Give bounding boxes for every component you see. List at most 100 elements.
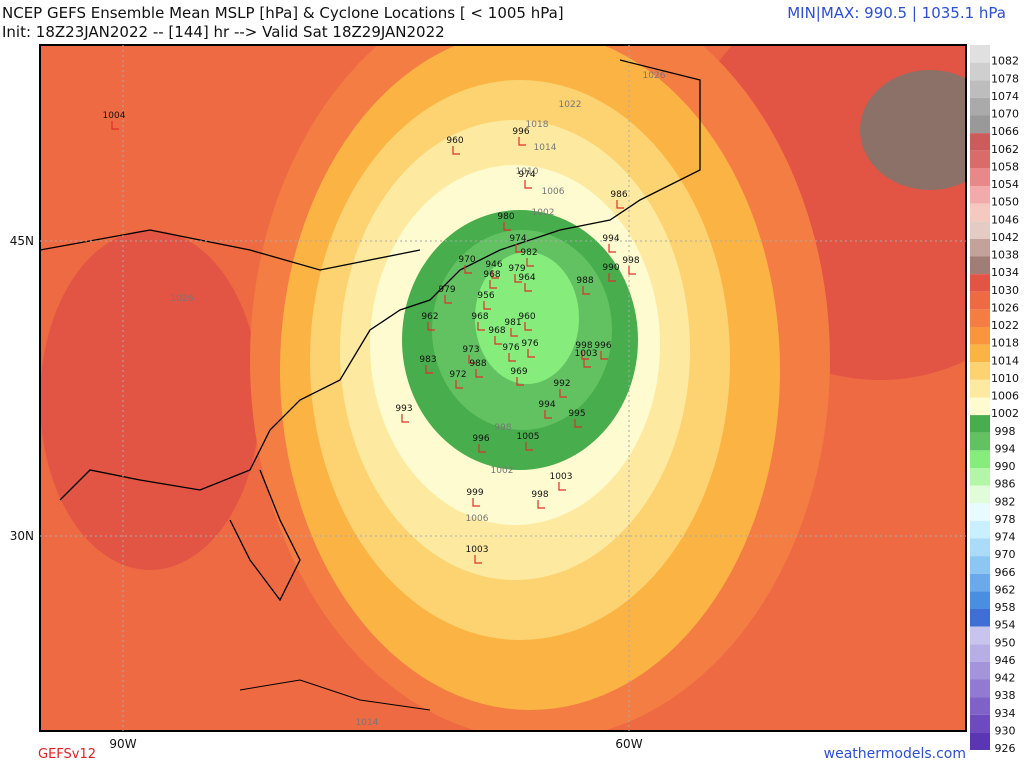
cyclone-value: 998 bbox=[575, 341, 592, 351]
site: weathermodels.com bbox=[824, 746, 966, 762]
title: NCEP GEFS Ensemble Mean MSLP [hPa] & Cyc… bbox=[2, 4, 564, 22]
colorbar-cell bbox=[970, 450, 990, 468]
cyclone-marker bbox=[489, 280, 497, 289]
cyclone-marker bbox=[525, 442, 533, 451]
cyclone-marker bbox=[427, 322, 435, 331]
colorbar-cell bbox=[970, 97, 990, 116]
colorbar-cell bbox=[970, 661, 990, 680]
cyclone-marker bbox=[468, 355, 476, 364]
colorbar-cell bbox=[970, 468, 990, 486]
cyclone-marker bbox=[537, 500, 545, 509]
cyclone-value: 996 bbox=[512, 127, 529, 137]
colorbar-label: 934 bbox=[995, 707, 1016, 720]
colorbar-cell bbox=[970, 274, 990, 292]
cyclone-value: 983 bbox=[419, 355, 436, 365]
colorbar-label: 1074 bbox=[991, 90, 1019, 103]
colorbar-cell bbox=[970, 485, 990, 504]
colorbar-label: 930 bbox=[995, 724, 1016, 737]
colorbar-cell bbox=[970, 150, 990, 169]
colorbar-cell bbox=[970, 626, 990, 645]
colorbar-cell bbox=[970, 432, 990, 451]
minmax: MIN|MAX: 990.5 | 1035.1 hPa bbox=[787, 4, 1006, 22]
colorbar-cell bbox=[970, 714, 990, 733]
colorbar-cell bbox=[970, 679, 990, 698]
contour-label: 1026 bbox=[643, 71, 666, 81]
cyclone-marker bbox=[582, 286, 590, 295]
cyclone-value: 979 bbox=[438, 285, 455, 295]
colorbar-label: 954 bbox=[995, 619, 1016, 632]
colorbar-cell bbox=[970, 573, 990, 592]
colorbar-label: 946 bbox=[995, 654, 1016, 667]
cyclone-marker bbox=[514, 274, 522, 283]
colorbar-label: 938 bbox=[995, 689, 1016, 702]
cyclone-marker bbox=[477, 322, 485, 331]
cyclone-value: 988 bbox=[469, 359, 486, 369]
cyclone-marker bbox=[503, 222, 511, 231]
colorbar-label: 986 bbox=[995, 478, 1016, 491]
colorbar-label: 998 bbox=[995, 425, 1016, 438]
colorbar-label: 950 bbox=[995, 636, 1016, 649]
cyclone-marker bbox=[515, 244, 523, 253]
cyclone-marker bbox=[526, 258, 534, 267]
cyclone-value: 1003 bbox=[550, 472, 573, 482]
cyclone-value: 968 bbox=[488, 326, 505, 336]
colorbar-label: 1054 bbox=[991, 178, 1019, 191]
cyclone-value: 996 bbox=[594, 341, 611, 351]
cyclone-value: 973 bbox=[462, 345, 479, 355]
cyclone-marker bbox=[558, 482, 566, 491]
colorbar-cell bbox=[970, 415, 990, 433]
cyclone-value: 960 bbox=[446, 136, 463, 146]
colorbar-label: 966 bbox=[995, 566, 1016, 579]
colorbar-cell bbox=[970, 168, 990, 186]
colorbar-label: 978 bbox=[995, 513, 1016, 526]
colorbar-label: 1022 bbox=[991, 319, 1019, 332]
contour-label: 1026 bbox=[171, 294, 194, 304]
cyclone-marker bbox=[464, 265, 472, 274]
colorbar-label: 1046 bbox=[991, 213, 1019, 226]
cyclone-value: 999 bbox=[466, 488, 483, 498]
contour-label: 1018 bbox=[526, 120, 549, 130]
cyclone-value: 998 bbox=[622, 256, 639, 266]
cyclone-value: 998 bbox=[531, 490, 548, 500]
colorbar-cell bbox=[970, 62, 990, 81]
cyclone-value: 986 bbox=[610, 190, 627, 200]
colorbar-label: 970 bbox=[995, 548, 1016, 561]
cyclone-marker bbox=[524, 180, 532, 189]
cyclone-value: 980 bbox=[497, 212, 514, 222]
colorbar-label: 1034 bbox=[991, 266, 1019, 279]
colorbar-label: 926 bbox=[995, 742, 1016, 755]
cyclone-marker bbox=[544, 410, 552, 419]
cyclone-marker bbox=[524, 283, 532, 292]
colorbar-cell bbox=[970, 115, 990, 134]
cyclone-marker bbox=[518, 137, 526, 146]
cyclone-marker bbox=[425, 365, 433, 374]
colorbar-cell bbox=[970, 379, 990, 398]
cyclone-value: 968 bbox=[471, 312, 488, 322]
colorbar-cell bbox=[970, 503, 990, 521]
colorbar-label: 1026 bbox=[991, 301, 1019, 314]
cyclone-value: 974 bbox=[518, 170, 535, 180]
cyclone-marker bbox=[452, 146, 460, 155]
colorbar-label: 1066 bbox=[991, 125, 1019, 138]
cyclone-marker bbox=[628, 266, 636, 275]
lat-label: 45N bbox=[10, 234, 34, 248]
colorbar-cell bbox=[970, 291, 990, 310]
cyclone-value: 976 bbox=[502, 343, 519, 353]
colorbar-cell bbox=[970, 556, 990, 574]
cyclone-value: 996 bbox=[472, 434, 489, 444]
colorbar-label: 1002 bbox=[991, 407, 1019, 420]
colorbar-cell bbox=[970, 238, 990, 257]
colorbar-label: 958 bbox=[995, 601, 1016, 614]
model: GEFSv12 bbox=[38, 747, 96, 762]
cyclone-marker bbox=[483, 301, 491, 310]
colorbar-cell bbox=[970, 362, 990, 380]
colorbar-label: 1050 bbox=[991, 196, 1019, 209]
contour-label: 1014 bbox=[356, 718, 379, 728]
cyclone-value: 962 bbox=[421, 312, 438, 322]
cyclone-value: 992 bbox=[553, 379, 570, 389]
cyclone-marker bbox=[508, 353, 516, 362]
contour-label: 1006 bbox=[466, 514, 489, 524]
colorbar-label: 982 bbox=[995, 495, 1016, 508]
colorbar-label: 1042 bbox=[991, 231, 1019, 244]
cyclone-value: 993 bbox=[395, 404, 412, 414]
